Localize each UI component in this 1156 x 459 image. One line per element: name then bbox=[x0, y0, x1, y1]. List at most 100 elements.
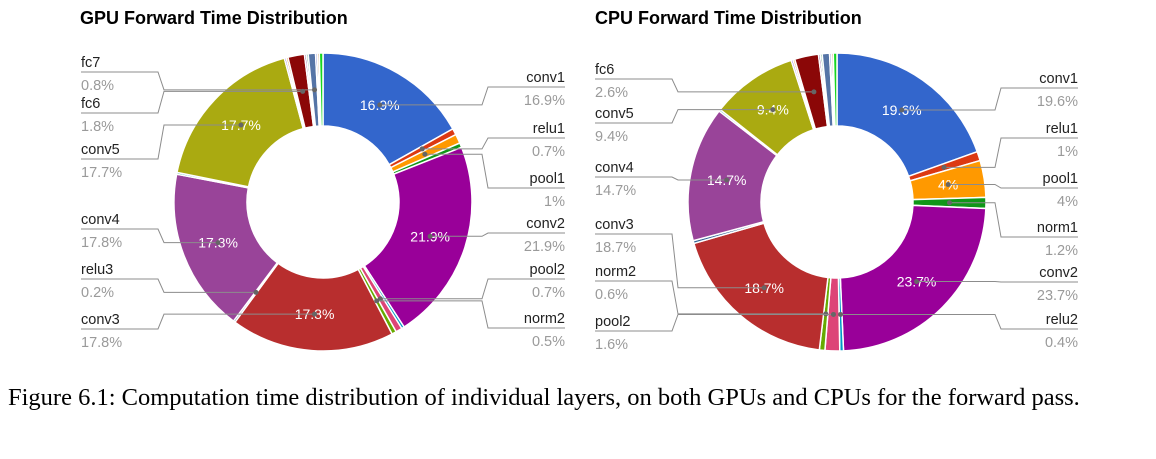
leader-dot bbox=[377, 296, 383, 302]
callout-relu2: relu2 0.4% bbox=[838, 311, 1078, 351]
leader-line bbox=[81, 71, 315, 91]
callout-relu3: relu3 0.2% bbox=[81, 262, 259, 301]
leader-line bbox=[379, 86, 565, 106]
legend-value: 1% bbox=[1057, 144, 1078, 160]
legend-value: 9.4% bbox=[595, 129, 628, 145]
leader-line bbox=[81, 90, 303, 114]
leader-dot bbox=[422, 151, 428, 157]
slice-conv4 bbox=[173, 173, 279, 323]
legend-value: 18.7% bbox=[595, 240, 636, 256]
leader-dot bbox=[419, 146, 425, 152]
leader-line bbox=[376, 300, 565, 329]
callout-conv2: conv2 23.7% bbox=[914, 265, 1078, 304]
legend-name: conv3 bbox=[81, 312, 120, 328]
leader-line bbox=[595, 78, 814, 93]
callout-norm2: norm2 0.5% bbox=[374, 298, 565, 350]
leader-dot bbox=[811, 89, 817, 95]
legend-name: pool1 bbox=[1043, 171, 1078, 187]
callout-pool2: pool2 1.6% bbox=[595, 311, 836, 353]
legend-name: norm1 bbox=[1037, 220, 1078, 236]
leader-line bbox=[840, 313, 1078, 330]
leader-line bbox=[380, 278, 565, 300]
legend-name: relu3 bbox=[81, 262, 113, 278]
leader-dot bbox=[312, 311, 318, 317]
leader-dot bbox=[238, 122, 244, 128]
chart-title: CPU Forward Time Distribution bbox=[595, 8, 862, 28]
legend-value: 0.5% bbox=[532, 334, 565, 350]
leader-line bbox=[595, 176, 727, 181]
legend-name: relu1 bbox=[533, 121, 565, 137]
leader-dot bbox=[946, 200, 952, 206]
callout-pool1: pool1 4% bbox=[945, 171, 1078, 210]
legend-name: relu1 bbox=[1046, 121, 1078, 137]
leader-dot bbox=[770, 107, 776, 113]
slice-conv3 bbox=[692, 222, 829, 351]
callout-conv1: conv1 19.6% bbox=[899, 71, 1078, 113]
gpu-donut-chart: GPU Forward Time Distribution 16.9% 21.9%… bbox=[80, 8, 565, 352]
legend-value: 1% bbox=[544, 194, 565, 210]
legend-name: norm2 bbox=[595, 264, 636, 280]
leader-dot bbox=[215, 240, 221, 246]
leader-dot bbox=[941, 164, 947, 170]
legend-value: 14.7% bbox=[595, 183, 636, 199]
leader-dot bbox=[838, 311, 844, 317]
callout-pool1: pool1 1% bbox=[422, 151, 565, 210]
leader-dot bbox=[761, 285, 767, 291]
legend-value: 0.4% bbox=[1045, 335, 1078, 351]
legend-value: 0.7% bbox=[532, 144, 565, 160]
leader-dot bbox=[312, 87, 318, 93]
legend-name: pool2 bbox=[595, 314, 630, 330]
slice-conv1 bbox=[836, 52, 979, 178]
legend-name: fc6 bbox=[595, 62, 614, 78]
callout-relu1: relu1 1% bbox=[941, 121, 1078, 170]
slice-conv3 bbox=[233, 262, 394, 352]
callout-conv4: conv4 14.7% bbox=[595, 160, 730, 199]
legend-name: conv4 bbox=[81, 212, 120, 228]
callout-conv2: conv2 21.9% bbox=[427, 216, 565, 255]
legend-value: 1.2% bbox=[1045, 243, 1078, 259]
legend-value: 4% bbox=[1057, 194, 1078, 210]
leader-dot bbox=[374, 298, 380, 304]
leader-line bbox=[595, 109, 773, 124]
legend-name: fc7 bbox=[81, 55, 100, 71]
leader-line bbox=[81, 124, 242, 160]
callout-conv3: conv3 18.7% bbox=[595, 217, 767, 291]
legend-value: 0.7% bbox=[532, 285, 565, 301]
legend-name: relu2 bbox=[1046, 312, 1078, 328]
legend-value: 0.2% bbox=[81, 285, 114, 301]
slice-fc8 bbox=[832, 52, 838, 127]
callout-conv5: conv5 9.4% bbox=[595, 106, 776, 145]
leader-dot bbox=[823, 311, 829, 317]
legend-value: 1.8% bbox=[81, 119, 114, 135]
legend-name: conv2 bbox=[526, 216, 565, 232]
leader-dot bbox=[830, 311, 836, 317]
leader-line bbox=[949, 202, 1078, 238]
leader-line bbox=[595, 233, 765, 289]
leader-line bbox=[430, 232, 565, 237]
leader-line bbox=[422, 137, 565, 150]
legend-name: pool1 bbox=[530, 171, 565, 187]
legend-value: 16.9% bbox=[524, 93, 565, 109]
leader-line bbox=[81, 313, 315, 330]
legend-value: 23.7% bbox=[1037, 288, 1078, 304]
callout-pool2: pool2 0.7% bbox=[377, 262, 565, 302]
leader-dot bbox=[914, 279, 920, 285]
legend-name: pool2 bbox=[530, 262, 565, 278]
leader-dot bbox=[377, 102, 383, 108]
legend-name: conv3 bbox=[595, 217, 634, 233]
callout-fc6: fc6 1.8% bbox=[81, 88, 306, 135]
leader-line bbox=[424, 153, 565, 189]
leader-line bbox=[595, 280, 826, 315]
leader-line bbox=[944, 137, 1078, 168]
slice-conv2 bbox=[363, 146, 473, 329]
legend-value: 17.7% bbox=[81, 165, 122, 181]
legend-value: 0.8% bbox=[81, 78, 114, 94]
legend-name: norm2 bbox=[524, 311, 565, 327]
callout-conv3: conv3 17.8% bbox=[81, 311, 318, 351]
legend-name: conv5 bbox=[595, 106, 634, 122]
legend-name: conv2 bbox=[1039, 265, 1078, 281]
callout-conv1: conv1 16.9% bbox=[377, 70, 565, 109]
leader-dot bbox=[253, 289, 259, 295]
callout-relu1: relu1 0.7% bbox=[419, 121, 565, 160]
leader-dot bbox=[724, 177, 730, 183]
